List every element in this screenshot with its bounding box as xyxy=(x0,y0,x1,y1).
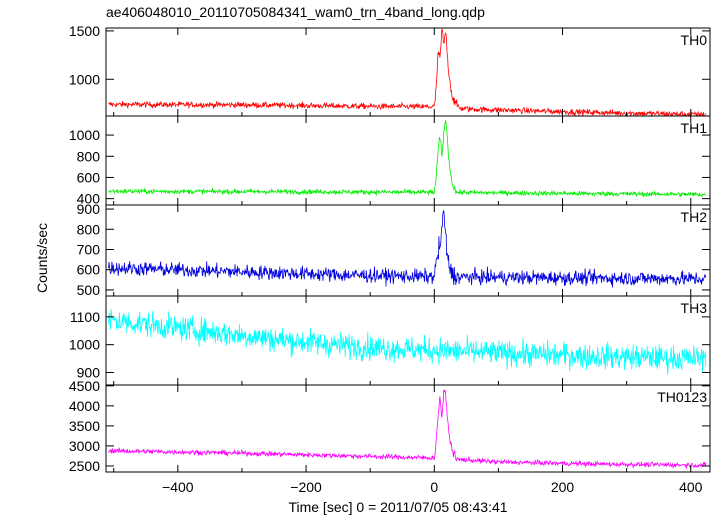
series-line-th0123 xyxy=(108,389,707,470)
x-tick-label: 200 xyxy=(551,479,575,495)
y-tick-label: 900 xyxy=(77,201,101,217)
panel-frame xyxy=(105,384,711,473)
y-tick-label: 400 xyxy=(77,191,101,207)
y-tick-label: 800 xyxy=(77,221,101,237)
series-line-th1 xyxy=(108,120,707,198)
panels: 1000 1500 TH0 400 600 800 1000 TH1 500 600 700 800 9… xyxy=(69,23,711,495)
x-tick-label: −200 xyxy=(290,479,322,495)
y-tick-label: 2500 xyxy=(69,458,100,474)
chart-title: ae406048010_20110705084341_wam0_trn_4ban… xyxy=(106,4,485,20)
panel-th3: 900 1000 1100 TH3 xyxy=(69,295,711,386)
panel-label-th2: TH2 xyxy=(681,209,708,225)
panel-th1: 400 600 800 1000 TH1 xyxy=(69,115,711,207)
y-tick-label: 1000 xyxy=(69,71,100,87)
panel-label-th0123: TH0123 xyxy=(657,389,707,405)
panel-label-th3: TH3 xyxy=(681,300,708,316)
panel-th2: 500 600 700 800 900 TH2 xyxy=(77,201,711,298)
series-line-th0 xyxy=(108,28,706,118)
series-line-th2 xyxy=(108,210,707,288)
y-tick-label: 800 xyxy=(77,148,101,164)
panel-label-th1: TH1 xyxy=(681,120,708,136)
y-tick-label: 600 xyxy=(77,169,101,185)
y-tick-label: 500 xyxy=(77,282,101,298)
y-tick-label: 4000 xyxy=(69,398,100,414)
y-tick-label: 1000 xyxy=(69,337,100,353)
series-line-th3 xyxy=(108,309,707,375)
x-tick-label: −400 xyxy=(162,479,194,495)
x-tick-label: 400 xyxy=(679,479,703,495)
y-tick-label: 700 xyxy=(77,241,101,257)
x-tick-label: 0 xyxy=(430,479,438,495)
y-tick-label: 3000 xyxy=(69,438,100,454)
y-tick-label: 1000 xyxy=(69,127,100,143)
y-tick-label: 3500 xyxy=(69,418,100,434)
y-tick-label: 1100 xyxy=(70,309,100,325)
panel-frame xyxy=(105,27,711,117)
panel-label-th0: TH0 xyxy=(681,32,708,48)
y-tick-label: 900 xyxy=(77,364,101,380)
y-axis-label: Counts/sec xyxy=(34,223,50,293)
panel-frame xyxy=(105,204,711,297)
y-tick-label: 600 xyxy=(77,262,101,278)
y-tick-label: 4500 xyxy=(69,378,100,394)
panel-th0: 1000 1500 TH0 xyxy=(69,23,711,118)
y-tick-label: 1500 xyxy=(69,23,100,39)
panel-th0123: 2500 3000 3500 4000 4500 TH0123 xyxy=(69,378,711,474)
x-axis-label: Time [sec] 0 = 2011/07/05 08:43:41 xyxy=(288,499,507,515)
